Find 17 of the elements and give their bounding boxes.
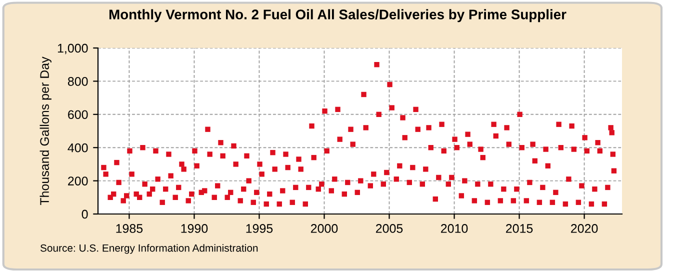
y-tick-label: 600 — [68, 110, 88, 120]
x-tick-label: 1995 — [246, 224, 273, 233]
x-tick-label: 2010 — [440, 224, 468, 233]
y-tick-label: 200 — [68, 176, 88, 186]
chart-title: Monthly Vermont No. 2 Fuel Oil All Sales/Deliveries by Prime Supplier — [109, 9, 566, 22]
x-tick-label: 2005 — [376, 224, 403, 233]
y-tick-label: 0 — [82, 210, 88, 219]
x-tick-label: 2000 — [310, 224, 338, 233]
y-tick-label: 800 — [68, 77, 88, 86]
y-axis-title: Thousand Gallons per Day — [40, 56, 52, 206]
x-tick-label: 2020 — [571, 224, 598, 233]
x-tick-label: 2015 — [506, 224, 533, 233]
x-tick-label: 1990 — [181, 224, 208, 233]
x-tick-label: 1985 — [116, 224, 143, 233]
y-tick-label: 1,000 — [58, 44, 88, 54]
source-note: Source: U.S. Energy Information Administration — [40, 244, 258, 254]
y-tick-label: 400 — [68, 143, 88, 152]
